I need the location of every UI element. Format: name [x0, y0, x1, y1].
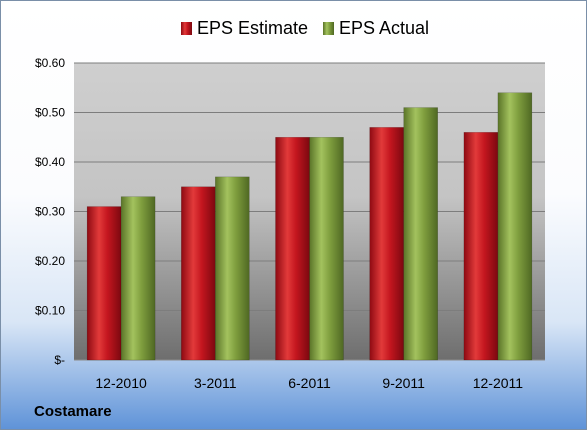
bar-eps-estimate: [275, 137, 310, 361]
y-tick-label: $0.10: [35, 304, 65, 318]
x-tick-label: 12-2010: [95, 375, 147, 391]
legend-label-eps-actual: EPS Actual: [339, 18, 429, 38]
x-tick-label: 12-2011: [473, 375, 524, 391]
bar-eps-actual: [120, 196, 156, 361]
x-axis-ticks: 12-2010 3-2011 6-2011 9-2011 12-2011: [95, 375, 523, 391]
x-tick-label: 9-2011: [382, 375, 425, 391]
y-tick-label: $0.20: [35, 254, 65, 268]
x-tick-label: 6-2011: [288, 375, 331, 391]
y-axis-ticks: $- $0.10 $0.20 $0.30 $0.40 $0.50 $0.60: [35, 56, 65, 367]
bar-eps-estimate: [463, 132, 499, 361]
y-tick-label: $0.60: [35, 56, 65, 70]
y-tick-label: $-: [54, 353, 65, 367]
company-name: Costamare: [34, 403, 112, 420]
bars: [86, 92, 533, 361]
bar-eps-estimate: [181, 186, 216, 361]
x-tick-label: 3-2011: [194, 375, 237, 391]
bar-eps-actual: [309, 137, 344, 361]
bar-eps-actual: [215, 176, 250, 361]
bar-eps-estimate: [369, 127, 404, 361]
legend-swatch-eps-estimate: [181, 22, 192, 35]
y-tick-label: $0.30: [35, 205, 65, 219]
bar-eps-actual: [497, 92, 533, 361]
legend-label-eps-estimate: EPS Estimate: [197, 18, 308, 38]
y-tick-label: $0.40: [35, 155, 65, 169]
legend: EPS Estimate EPS Actual: [181, 18, 429, 38]
bar-eps-estimate: [86, 206, 122, 361]
legend-swatch-eps-actual: [323, 22, 334, 35]
bar-eps-actual: [403, 107, 438, 361]
y-tick-label: $0.50: [35, 106, 65, 120]
